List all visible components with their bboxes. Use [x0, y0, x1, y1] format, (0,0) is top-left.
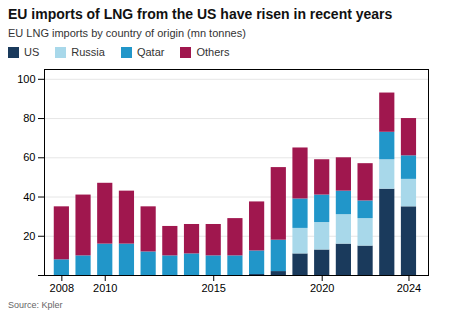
- svg-text:60: 60: [23, 151, 35, 163]
- svg-text:40: 40: [23, 191, 35, 203]
- html-text:Others: Others: [196, 46, 230, 58]
- svg-text:20: 20: [23, 230, 35, 242]
- svg-text:2024: 2024: [397, 282, 421, 294]
- html-text:US: US: [24, 46, 40, 58]
- svg-text:2015: 2015: [201, 282, 225, 294]
- html-text:Qatar: Qatar: [136, 46, 165, 58]
- html-text:Russia: Russia: [71, 46, 105, 58]
- svg-text:80: 80: [23, 112, 35, 124]
- html-text:EU imports of LNG from the US: EU imports of LNG from the US have risen…: [8, 6, 393, 22]
- svg-text:2008: 2008: [50, 282, 74, 294]
- html-text:Source: Kpler: Source: Kpler: [8, 300, 63, 310]
- svg-text:2020: 2020: [310, 282, 334, 294]
- html-text:EU LNG imports by country of o: EU LNG imports by country of origin (mn …: [8, 27, 246, 39]
- svg-text:2010: 2010: [93, 282, 117, 294]
- svg-text:100: 100: [17, 73, 35, 85]
